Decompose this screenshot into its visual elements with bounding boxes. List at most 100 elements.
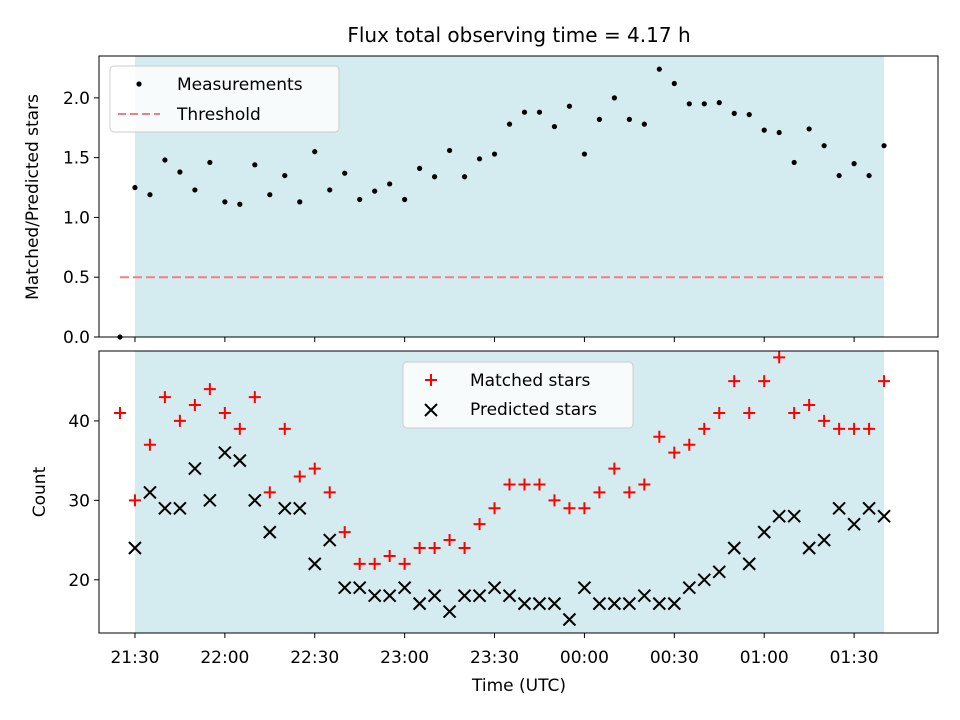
predicted-point xyxy=(592,596,607,611)
measurement-point xyxy=(461,174,468,180)
matched-point xyxy=(623,486,636,499)
predicted-point xyxy=(427,588,442,603)
measurement-point xyxy=(851,161,857,167)
measurement-point xyxy=(656,66,662,72)
x-tick-label: 01:30 xyxy=(830,648,879,668)
measurement-point xyxy=(267,192,273,198)
predicted-point xyxy=(382,588,397,603)
legend-matched-label: Matched stars xyxy=(470,371,590,391)
matched-point xyxy=(293,470,306,483)
matched-point xyxy=(803,399,816,412)
matched-point xyxy=(173,414,186,427)
measurement-point xyxy=(162,157,168,163)
matched-point xyxy=(863,422,876,435)
measurement-point xyxy=(821,143,827,149)
measurement-point xyxy=(686,101,692,107)
matched-point xyxy=(398,557,411,570)
predicted-point xyxy=(547,596,562,611)
measurement-point xyxy=(761,127,767,133)
measurement-point xyxy=(701,101,707,107)
matched-point xyxy=(203,383,216,396)
predicted-point xyxy=(712,565,726,579)
y-tick-label: 1.5 xyxy=(63,149,90,169)
predicted-point xyxy=(697,573,711,587)
x-tick-label: 01:00 xyxy=(740,648,789,668)
measurement-point xyxy=(521,109,528,115)
matched-point xyxy=(518,478,531,491)
measurement-point xyxy=(866,172,872,179)
predicted-point xyxy=(397,581,412,595)
measurement-point xyxy=(312,149,318,155)
predicted-point xyxy=(607,596,622,611)
matched-point xyxy=(758,375,771,388)
matched-point xyxy=(113,406,126,419)
predicted-point xyxy=(802,541,816,555)
matched-point xyxy=(473,518,486,531)
y-tick-label: 20 xyxy=(68,571,90,591)
bottom-data-marks xyxy=(113,351,891,627)
matched-point xyxy=(488,502,501,515)
x-tick-label: 21:30 xyxy=(110,648,159,668)
matched-point xyxy=(248,391,261,404)
bottom-legend-box xyxy=(402,361,634,429)
measurement-point xyxy=(357,196,363,203)
predicted-point xyxy=(637,588,652,603)
matched-point xyxy=(713,406,726,419)
x-tick-label: 22:30 xyxy=(290,648,339,668)
x-tick-label: 23:30 xyxy=(470,648,519,668)
matched-point xyxy=(728,375,741,388)
matched-point xyxy=(143,438,156,451)
x-tick-label: 22:00 xyxy=(200,648,249,668)
predicted-point xyxy=(667,596,682,611)
measurement-point xyxy=(671,80,677,87)
legend-matched-marker xyxy=(425,374,437,386)
measurement-point xyxy=(402,196,408,203)
matched-point xyxy=(158,391,171,404)
measurement-point xyxy=(417,165,423,171)
predicted-point xyxy=(173,501,187,515)
measurement-point xyxy=(282,172,288,179)
matched-point xyxy=(368,557,381,570)
predicted-point xyxy=(472,588,487,603)
matched-point xyxy=(773,351,786,364)
predicted-point xyxy=(847,517,861,531)
top-y-axis-label: Matched/Predicted stars xyxy=(23,94,43,300)
predicted-point xyxy=(442,604,457,619)
matched-point xyxy=(578,502,591,515)
measurement-point xyxy=(746,111,752,118)
matched-point xyxy=(503,478,516,491)
top-legend: Measurements Threshold xyxy=(109,65,340,133)
predicted-point xyxy=(218,445,232,460)
measurement-point xyxy=(372,188,378,194)
measurement-point xyxy=(806,126,812,132)
bottom-y-axis-label: Count xyxy=(30,466,50,517)
predicted-point xyxy=(742,557,756,571)
predicted-point xyxy=(367,588,382,603)
measurement-point xyxy=(626,116,632,122)
legend-measurements-marker xyxy=(136,81,142,87)
predicted-point xyxy=(517,596,532,611)
matched-point xyxy=(668,446,681,459)
y-tick-label: 40 xyxy=(68,412,90,432)
predicted-point xyxy=(727,541,741,555)
measurement-point xyxy=(432,174,438,180)
predicted-point xyxy=(622,596,637,611)
measurement-point xyxy=(791,159,797,166)
measurement-point xyxy=(641,121,647,127)
predicted-point xyxy=(487,581,502,595)
measurement-point xyxy=(327,187,333,193)
x-tick-label: 23:00 xyxy=(380,648,429,668)
top-legend-box xyxy=(109,65,340,133)
predicted-point xyxy=(143,485,157,500)
predicted-point xyxy=(652,596,667,611)
measurement-point xyxy=(881,143,887,149)
matched-point xyxy=(788,406,801,419)
matched-point xyxy=(818,414,831,427)
predicted-point xyxy=(502,588,517,603)
matched-point xyxy=(263,486,276,499)
predicted-point xyxy=(188,461,202,476)
matched-point xyxy=(848,422,861,435)
matched-point xyxy=(443,534,456,547)
predicted-point xyxy=(233,453,247,468)
matched-point xyxy=(338,526,351,539)
